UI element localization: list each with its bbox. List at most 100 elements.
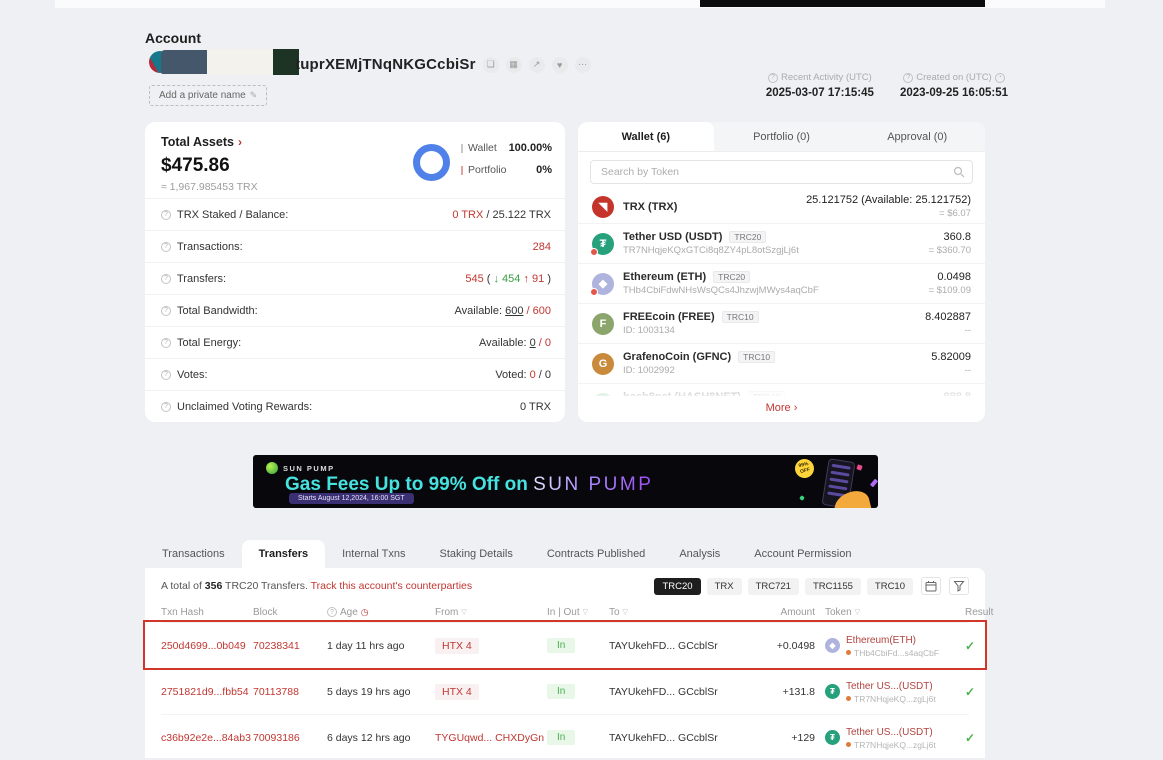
filter-icon[interactable]: ▽ [461, 609, 467, 616]
free-token-icon: F [592, 312, 614, 335]
help-icon[interactable]: ? [903, 72, 914, 83]
favorite-heart-icon[interactable]: ♥ [551, 56, 568, 73]
col-txn-hash: Txn Hash [161, 606, 204, 618]
filter-icon[interactable]: ▽ [622, 609, 628, 616]
transfer-row[interactable]: c36b92e2e...84ab3 70093186 6 days 12 hrs… [161, 714, 975, 760]
success-check-icon: ✓ [965, 638, 976, 653]
confetti [869, 478, 878, 488]
help-icon[interactable]: ? [161, 305, 171, 316]
total-assets-title[interactable]: Total Assets › [161, 135, 242, 149]
wallet-tabbar: Wallet (6) Portfolio (0) Approval (0) [578, 122, 985, 152]
txn-hash-link[interactable]: 2751821d9...fbb54 [161, 685, 249, 698]
amount-cell: +131.8 [782, 685, 815, 698]
from-address-link[interactable]: HTX 4 [435, 637, 479, 654]
tab-wallet[interactable]: Wallet (6) [578, 122, 714, 151]
more-tokens-link[interactable]: More › [578, 396, 985, 422]
token-row[interactable]: ◆ Ethereum (ETH) TRC20 THb4CbiFdwNHsWsQCs… [578, 264, 985, 304]
help-icon[interactable]: ? [327, 607, 337, 617]
direction-badge: In [547, 730, 576, 745]
token-link[interactable]: Ethereum(ETH) [846, 634, 917, 646]
tab-contracts-published[interactable]: Contracts Published [546, 548, 646, 560]
help-icon[interactable]: ? [161, 369, 171, 380]
block-link[interactable]: 70113788 [253, 685, 299, 698]
help-icon[interactable]: ? [768, 72, 778, 83]
token-contract: TR7NHqjeKQ...zgLj6t [846, 740, 936, 750]
amount-cell: +0.0498 [776, 639, 815, 652]
sunpump-ad-banner[interactable]: SUN PUMP Gas Fees Up to 99% Off on SUN P… [253, 455, 878, 508]
to-address[interactable]: TAYUkehFD... GCcblSr [609, 731, 718, 744]
token-name[interactable]: Ethereum (ETH) [623, 271, 707, 283]
tab-transactions[interactable]: Transactions [162, 548, 225, 560]
time-toggle-icon[interactable]: ◔ [994, 72, 1005, 83]
transfer-row[interactable]: 250d4699...0b049 70238341 1 day 11 hrs a… [161, 622, 975, 668]
direction-badge: In [547, 684, 576, 699]
filter-funnel-icon[interactable] [949, 577, 969, 595]
block-link[interactable]: 70238341 [253, 639, 300, 652]
block-link[interactable]: 70093186 [253, 731, 300, 744]
tab-approval[interactable]: Approval (0) [887, 131, 948, 143]
col-age: ? Age ◷ [327, 607, 435, 618]
filter-trc10[interactable]: TRC10 [866, 577, 913, 595]
token-row[interactable]: ◥ TRX (TRX) 25.121752 (Available: 25.121… [578, 190, 985, 224]
transfer-row[interactable]: 2751821d9...fbb54 70113788 5 days 19 hrs… [161, 668, 975, 714]
filter-trc721[interactable]: TRC721 [747, 577, 799, 595]
txn-hash-link[interactable]: 250d4699...0b049 [161, 639, 246, 652]
filter-trc1155[interactable]: TRC1155 [804, 577, 861, 595]
created-on-value: 2023-09-25 16:05:51 [899, 87, 1008, 99]
to-address[interactable]: TAYUkehFD... GCcblSr [609, 639, 718, 652]
total-trx-value: ≈ 1,967.985453 TRX [161, 181, 258, 193]
help-icon[interactable]: ? [161, 273, 171, 284]
more-options-icon[interactable]: ⋯ [574, 56, 591, 73]
confetti [856, 464, 863, 471]
token-name[interactable]: Tether USD (USDT) [623, 231, 723, 243]
txn-hash-link[interactable]: c36b92e2e...84ab3 [161, 731, 251, 744]
search-icon[interactable] [953, 165, 965, 183]
token-row[interactable]: ₮ Tether USD (USDT) TRC20 TR7NHqjeKQxGTCi… [578, 224, 985, 264]
dot-icon [846, 742, 851, 747]
token-link[interactable]: Tether US...(USDT) [846, 726, 933, 738]
stat-row-staked: ? TRX Staked / Balance: 0 TRX / 25.122 T… [145, 198, 565, 230]
add-private-name-button[interactable]: Add a private name ✎ [149, 85, 268, 106]
col-token: Token ▽ [825, 606, 861, 618]
token-address[interactable]: TR7NHqjeKQxGTCi8q8ZY4pL8otSzgjLj6t [623, 245, 799, 256]
stat-row-energy: ? Total Energy: Available: 0 / 0 [145, 326, 565, 358]
tab-transfers[interactable]: Transfers [241, 540, 326, 568]
help-icon[interactable]: ? [161, 209, 171, 220]
help-icon[interactable]: ? [161, 337, 171, 348]
filter-trx[interactable]: TRX [706, 577, 742, 595]
qr-code-icon[interactable]: ▦ [505, 56, 522, 73]
to-address[interactable]: TAYUkehFD... GCcblSr [609, 685, 718, 698]
help-icon[interactable]: ? [161, 401, 171, 412]
from-address-link[interactable]: HTX 4 [435, 683, 479, 700]
clock-icon[interactable]: ◷ [360, 606, 369, 617]
history-tabbar: Transactions Transfers Internal Txns Sta… [145, 540, 869, 568]
dot-icon [846, 696, 851, 701]
tab-account-permission[interactable]: Account Permission [754, 548, 852, 560]
token-type-tag: TRC10 [738, 351, 776, 363]
token-name[interactable]: GrafenoCoin (GFNC) [623, 351, 732, 363]
filter-icon[interactable]: ▽ [854, 609, 861, 616]
token-address[interactable]: THb4CbiFdwNHsWsQCs4JhzwjMWys4aqCbF [623, 285, 819, 296]
from-address-link[interactable]: TYGUqwd... CHXDyGn [435, 731, 545, 744]
copy-icon[interactable]: ❏ [482, 56, 499, 73]
token-link[interactable]: Tether US...(USDT) [846, 680, 933, 692]
token-name[interactable]: TRX (TRX) [623, 200, 678, 213]
calendar-icon[interactable] [921, 577, 941, 595]
token-name[interactable]: FREEcoin (FREE) [623, 311, 715, 323]
age-cell: 1 day 11 hrs ago [327, 639, 405, 652]
counterparties-link[interactable]: Track this account's counterparties [310, 580, 473, 592]
account-avatar [149, 49, 299, 75]
tab-portfolio[interactable]: Portfolio (0) [753, 131, 810, 143]
tab-internal-txns[interactable]: Internal Txns [342, 548, 406, 560]
tab-analysis[interactable]: Analysis [679, 548, 721, 560]
account-address: tuprXEMjTNqNKGCcbiSr [295, 56, 476, 73]
tab-staking-details[interactable]: Staking Details [439, 548, 513, 560]
share-icon[interactable]: ↗ [528, 56, 545, 73]
help-icon[interactable]: ? [161, 241, 171, 252]
filter-trc20[interactable]: TRC20 [654, 577, 701, 595]
token-search-input[interactable] [590, 160, 973, 184]
filter-icon[interactable]: ▽ [582, 609, 589, 616]
token-row[interactable]: G GrafenoCoin (GFNC) TRC10 ID: 1002992 5.… [578, 344, 985, 384]
banner-headline: Gas Fees Up to 99% Off on SUN PUMP [285, 474, 654, 495]
token-row[interactable]: F FREEcoin (FREE) TRC10 ID: 1003134 8.402… [578, 304, 985, 344]
